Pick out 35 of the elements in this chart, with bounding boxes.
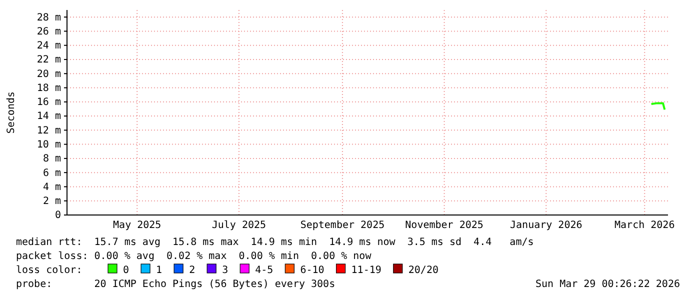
x-tick-label: November 2025 (405, 220, 484, 232)
text: packet loss: 0.00 % avg 0.02 % max 0.00 % min 0.00 % now (16, 251, 372, 262)
y-tick-label: 14 m (36, 111, 61, 122)
y-tick-label: 10 m (36, 140, 61, 151)
legend-label: 20/20 (408, 265, 438, 276)
y-axis-title: Seconds (6, 91, 17, 134)
y-tick-label: 4 m (42, 182, 61, 193)
y-tick-label: 18 m (36, 82, 61, 94)
y-tick-label: 2 m (42, 196, 61, 208)
y-tick-label: 8 m (42, 154, 61, 165)
y-tick-label: 0 (54, 210, 61, 222)
y-tick-label: 28 m (36, 12, 61, 24)
x-tick-label: January 2026 (510, 220, 582, 232)
legend-title: loss color: (16, 265, 82, 276)
x-tick-label: May 2025 (113, 220, 162, 232)
y-tick-label: 12 m (36, 125, 61, 136)
legend-label: 4-5 (255, 265, 274, 276)
x-tick-label: September 2025 (300, 220, 385, 232)
text: median rtt: 15.7 ms avg 15.8 ms max 14.9 ms min 14.9 ms now 3.5 ms sd 4.4 am/s (16, 237, 534, 248)
x-tick-label: July 2025 (212, 220, 266, 232)
y-tick-label: 22 m (36, 54, 61, 66)
y-tick-label: 24 m (36, 40, 61, 52)
y-tick-label: 26 m (36, 26, 61, 38)
text: Sun Mar 29 00:26:22 2026 (536, 279, 680, 290)
legend-label: 11-19 (351, 265, 382, 276)
legend-label: 1 (156, 265, 162, 276)
y-tick-label: 16 m (36, 97, 61, 108)
text: probe: 20 ICMP Echo Pings (56 Bytes) every 300s (16, 279, 336, 290)
x-tick-label: March 2026 (614, 220, 675, 232)
y-tick-label: 6 m (42, 168, 61, 179)
legend-label: 3 (222, 265, 228, 276)
legend-label: 6-10 (300, 265, 324, 276)
legend-label: 2 (189, 265, 196, 276)
legend-label: 0 (123, 265, 130, 276)
y-tick-label: 20 m (36, 68, 61, 80)
